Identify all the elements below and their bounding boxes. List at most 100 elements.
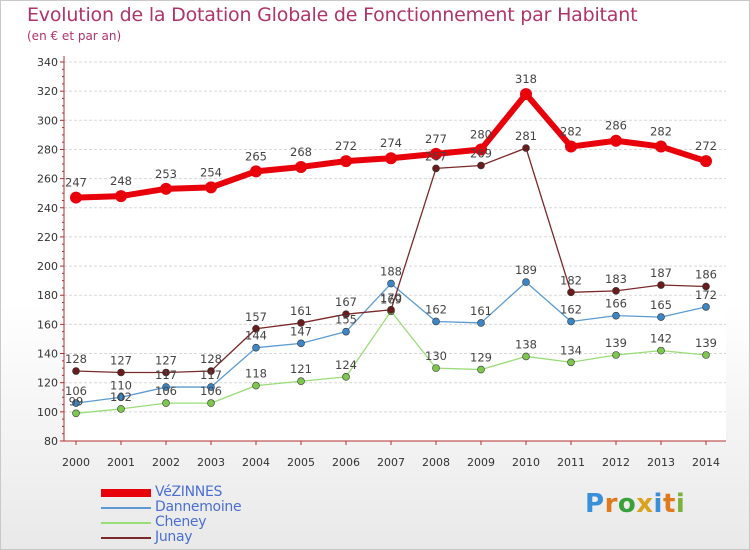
data-label: 124 [335, 358, 357, 372]
data-label: 187 [650, 266, 672, 280]
data-point [297, 339, 305, 348]
data-label: 186 [695, 267, 717, 281]
plot-area [64, 62, 726, 441]
data-point [252, 343, 260, 352]
legend-label: Junay [155, 529, 193, 545]
data-point [207, 399, 215, 407]
legend-label: Dannemoine [155, 499, 242, 515]
data-point [342, 373, 350, 381]
data-label: 162 [560, 302, 582, 316]
data-point [610, 134, 622, 147]
logo-letter: i [653, 489, 663, 519]
data-label: 254 [200, 165, 222, 179]
data-label: 282 [650, 125, 672, 139]
data-label: 172 [695, 288, 717, 302]
data-label: 166 [605, 297, 627, 311]
data-point [297, 319, 305, 327]
x-tick-label: 2012 [602, 456, 630, 469]
data-label: 165 [650, 298, 672, 312]
data-point [342, 310, 350, 318]
data-point [430, 147, 442, 160]
data-label: 129 [470, 351, 492, 365]
x-tick-label: 2001 [107, 456, 135, 469]
data-label: 106 [200, 384, 222, 398]
data-point [72, 399, 80, 407]
data-point [522, 278, 530, 286]
data-point [207, 383, 215, 391]
data-label: 162 [425, 302, 447, 316]
data-point [72, 409, 80, 418]
legend-label: VéZINNES [155, 484, 223, 500]
data-point [72, 367, 80, 375]
chart-title: Evolution de la Dotation Globale de Fonc… [27, 4, 638, 26]
x-tick-label: 2002 [152, 456, 180, 469]
legend-swatch [101, 489, 151, 497]
data-label: 102 [110, 390, 132, 404]
data-label: 117 [200, 368, 222, 382]
data-point [522, 352, 530, 361]
data-point [565, 140, 577, 153]
data-point [702, 282, 710, 291]
data-point [385, 152, 397, 165]
data-label: 134 [560, 343, 582, 357]
logo-letter: x [636, 489, 654, 519]
data-point [477, 319, 485, 327]
y-tick-label: 180 [37, 289, 58, 302]
data-label: 128 [65, 352, 87, 366]
data-label: 110 [110, 378, 132, 392]
legend-label: Cheney [155, 514, 207, 530]
logo-letter: i [675, 489, 686, 519]
data-label: 161 [290, 304, 312, 318]
data-point [340, 155, 352, 168]
data-label: 272 [695, 139, 717, 153]
data-label: 161 [470, 304, 492, 318]
legend-swatch [101, 537, 151, 539]
x-tick-label: 2014 [692, 456, 720, 469]
y-tick-label: 340 [37, 56, 58, 69]
data-point [387, 306, 395, 314]
data-point [657, 313, 665, 321]
data-label: 188 [380, 265, 402, 279]
proxiti-logo: Proxiti [585, 489, 685, 519]
data-point [117, 368, 125, 377]
chart-subtitle: (en € et par an) [27, 29, 122, 43]
data-point [252, 324, 260, 333]
data-label: 268 [290, 145, 312, 159]
x-tick-label: 2010 [512, 456, 540, 469]
data-point [520, 88, 532, 101]
y-tick-label: 240 [37, 202, 58, 215]
y-tick-label: 300 [37, 114, 58, 127]
data-label: 282 [560, 125, 582, 139]
data-label: 167 [335, 295, 357, 309]
data-label: 169 [380, 292, 402, 306]
data-label: 281 [515, 129, 537, 143]
data-label: 147 [290, 324, 312, 338]
data-label: 106 [155, 384, 177, 398]
data-point [342, 327, 350, 336]
data-label: 128 [200, 352, 222, 366]
x-tick-label: 2011 [557, 456, 585, 469]
x-tick-label: 2007 [377, 456, 405, 469]
data-point [432, 364, 440, 372]
x-tick-label: 2003 [197, 456, 225, 469]
y-tick-label: 140 [37, 348, 58, 361]
data-point [657, 281, 665, 289]
x-tick-label: 2013 [647, 456, 675, 469]
data-label: 269 [470, 146, 492, 160]
data-point [477, 365, 485, 374]
data-label: 170 [380, 291, 402, 305]
x-tick-label: 2006 [332, 456, 360, 469]
logo-letter: r [604, 489, 618, 519]
data-point [432, 164, 440, 173]
data-point [475, 143, 487, 156]
data-point [612, 311, 620, 320]
data-point [477, 161, 485, 170]
logo-letter: t [662, 489, 676, 519]
data-point [612, 351, 620, 359]
data-label: 139 [605, 336, 627, 350]
data-point [205, 181, 217, 194]
data-label: 182 [560, 273, 582, 287]
data-point [117, 393, 125, 402]
legend-swatch [101, 507, 151, 509]
